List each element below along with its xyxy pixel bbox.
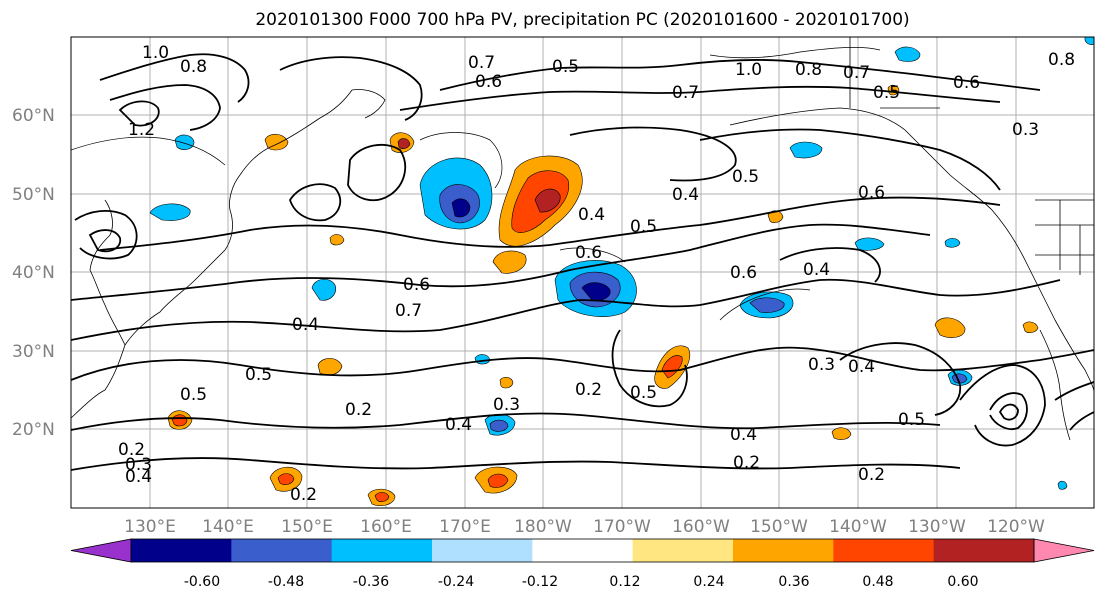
contour-label: 1.0: [735, 60, 762, 80]
colorbar-tick-label: -0.48: [268, 574, 304, 590]
contour-label: 0.3: [1012, 120, 1039, 140]
colorbar-segment: [632, 539, 734, 562]
colorbar-tick-label: -0.12: [522, 574, 558, 590]
lon-label: 150°E: [281, 517, 333, 537]
contour-label: 0.5: [898, 410, 925, 430]
contour-label: 0.6: [475, 72, 502, 92]
plot-title: 2020101300 F000 700 hPa PV, precipitatio…: [255, 10, 910, 30]
contour-label: 0.5: [180, 385, 207, 405]
longitude-labels: 130°E 140°E 150°E 160°E 170°E 180°W 170°…: [124, 517, 1045, 537]
colorbar-segment: [733, 539, 834, 562]
contour-label: 0.6: [953, 73, 980, 93]
contour-label: 0.3: [808, 355, 835, 375]
contour-label: 0.4: [848, 357, 875, 377]
colorbar-segment: [231, 539, 333, 562]
contour-label: 0.4: [730, 425, 757, 445]
colorbar-frame: [130, 538, 1035, 563]
contour-label: 0.7: [468, 53, 495, 73]
lat-label: 20°N: [12, 420, 55, 440]
colorbar-tick-label: -0.60: [184, 574, 220, 590]
colorbar-segment: [532, 539, 634, 562]
colorbar-segment: [131, 539, 232, 562]
contour-label: 0.3: [125, 455, 152, 475]
negative-precip-shading: [149, 37, 1094, 490]
lon-label: 120°W: [987, 517, 1045, 537]
contour-label: 0.5: [630, 217, 657, 237]
pv-contours: [71, 53, 1094, 471]
map-content: 1.0 0.8 1.2 0.7 0.6 0.5 1.0 0.8 0.7 0.6 …: [71, 37, 1094, 508]
latitude-labels: 60°N 50°N 40°N 30°N 20°N: [12, 106, 55, 440]
colorbar-tick-label: -0.36: [353, 574, 389, 590]
contour-label: 0.6: [575, 243, 602, 263]
contour-label: 0.2: [858, 465, 885, 485]
lon-label: 160°E: [360, 517, 412, 537]
lat-label: 40°N: [12, 263, 55, 283]
lon-label: 130°W: [908, 517, 966, 537]
colorbar-tick-label: 0.12: [609, 574, 640, 590]
positive-precip-shading: [167, 84, 1039, 507]
colorbar-segment: [833, 539, 935, 562]
lon-label: 160°W: [672, 517, 730, 537]
contour-label: 0.4: [803, 260, 830, 280]
colorbar-extend-max: [1033, 538, 1095, 563]
colorbar-tick-label: 0.48: [862, 574, 893, 590]
lat-label: 50°N: [12, 185, 55, 205]
contour-label: 0.2: [290, 485, 317, 505]
lon-label: 140°E: [202, 517, 254, 537]
contour-label: 0.4: [125, 467, 152, 487]
contour-label: 0.4: [672, 185, 699, 205]
contour-label: 0.5: [732, 167, 759, 187]
contour-label: 0.7: [843, 63, 870, 83]
lat-label: 60°N: [12, 106, 55, 126]
contour-label: 0.2: [345, 400, 372, 420]
colorbar-tick-label: 0.60: [947, 574, 978, 590]
contour-label: 1.2: [128, 120, 155, 140]
contour-label: 0.8: [180, 57, 207, 77]
contour-label: 1.0: [142, 43, 169, 63]
contour-label: 0.8: [1048, 50, 1075, 70]
contour-label: 0.4: [445, 415, 472, 435]
lon-label: 170°E: [439, 517, 491, 537]
contour-label: 0.8: [795, 60, 822, 80]
colorbar-tick-label: 0.36: [778, 574, 809, 590]
thin-contours: [71, 132, 811, 321]
colorbar-tick-label: -0.24: [438, 574, 474, 590]
colorbar-extend-min: [70, 538, 132, 563]
contour-label: 0.5: [245, 365, 272, 385]
colorbar-segment: [933, 539, 1035, 562]
contour-label: 0.4: [292, 315, 319, 335]
colorbar-segment: [432, 539, 533, 562]
contour-label: 0.7: [672, 83, 699, 103]
contour-label: 0.6: [730, 263, 757, 283]
contour-label: 0.5: [552, 57, 579, 77]
contour-label: 0.3: [493, 395, 520, 415]
colorbar: [70, 538, 1095, 563]
map-frame: [70, 36, 1095, 509]
contour-label: 0.5: [630, 383, 657, 403]
lon-label: 150°W: [750, 517, 808, 537]
contour-labels: 1.0 0.8 1.2 0.7 0.6 0.5 1.0 0.8 0.7 0.6 …: [118, 43, 1075, 505]
contour-label: 0.7: [395, 301, 422, 321]
lat-label: 30°N: [12, 342, 55, 362]
colorbar-tick-label: 0.24: [693, 574, 724, 590]
lon-label: 140°W: [829, 517, 887, 537]
contour-label: 0.4: [578, 205, 605, 225]
coastlines: [71, 37, 1094, 441]
colorbar-labels: -0.60 -0.48 -0.36 -0.24 -0.12 0.12 0.24 …: [184, 574, 979, 590]
contour-label: 0.2: [733, 453, 760, 473]
lon-label: 170°W: [593, 517, 651, 537]
contour-label: 0.6: [403, 275, 430, 295]
lon-label: 130°E: [124, 517, 176, 537]
contour-label: 0.2: [575, 380, 602, 400]
contour-label: 0.6: [858, 183, 885, 203]
contour-label: 0.2: [118, 440, 145, 460]
contour-label: 0.5: [873, 83, 900, 103]
lon-label: 180°W: [514, 517, 572, 537]
colorbar-segment: [331, 539, 433, 562]
